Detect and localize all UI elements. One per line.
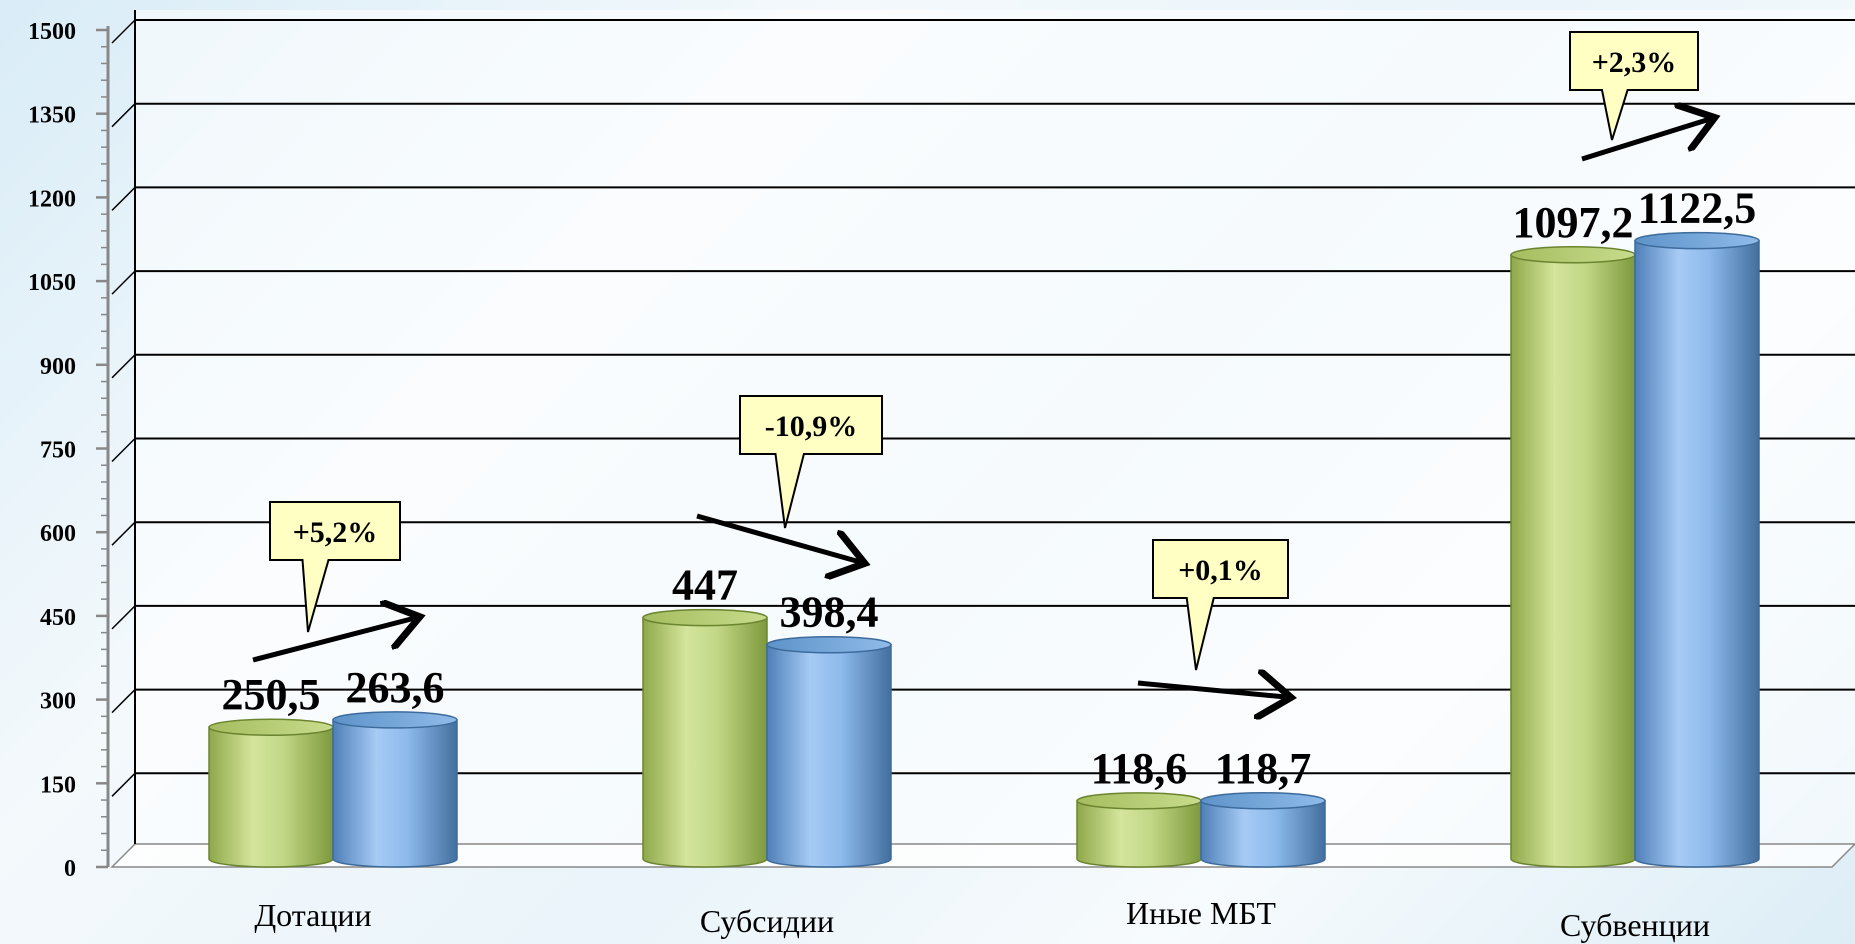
data-label: 263,6 [346, 663, 445, 712]
bar-3-1 [1634, 231, 1760, 868]
data-label: 447 [672, 561, 738, 610]
y-tick-labels: 0 150 300 450 600 750 900 1050 1200 1350 1500 [28, 19, 76, 882]
trend-arrow [696, 513, 860, 562]
bar-body [642, 616, 768, 868]
y-tick-label: 1050 [28, 270, 76, 296]
change-label: -10,9% [765, 410, 858, 443]
gridline-depth [111, 270, 136, 295]
bar-body [208, 726, 334, 868]
data-label: 1122,5 [1638, 184, 1757, 233]
trend-arrows [252, 119, 1710, 697]
gridline-depth [111, 521, 136, 546]
y-tick-label: 1350 [28, 103, 76, 129]
bar-top [1634, 231, 1760, 250]
callout-box [269, 501, 401, 633]
y-tick-label: 900 [40, 354, 76, 380]
bar-3-0 [1510, 246, 1636, 868]
bar-top [1200, 792, 1326, 810]
y-tick-label: 1500 [28, 19, 76, 45]
callout-box [1152, 539, 1289, 671]
bar-top [1510, 246, 1636, 264]
category-labels: Дотации Субсидии Иные МБТ Субвенции [254, 895, 1710, 943]
gridline-depth [111, 19, 136, 44]
bar-top [332, 711, 458, 729]
bar-1-1 [766, 635, 892, 868]
category-label: Иные МБТ [1126, 895, 1276, 931]
data-label: 1097,2 [1513, 198, 1634, 247]
bar-body [1076, 800, 1202, 868]
trend-arrow [1581, 119, 1710, 162]
trend-arrow [252, 618, 415, 663]
bar-0-1 [332, 711, 458, 868]
change-callout: -10,9% [739, 395, 883, 529]
bar-top [1076, 792, 1202, 810]
bar-body [1200, 800, 1326, 868]
bar-1-0 [642, 608, 768, 868]
category-label: Субвенции [1560, 907, 1710, 943]
category-label: Субсидии [700, 903, 834, 939]
y-tick-label: 750 [40, 438, 76, 464]
y-tick-label: 600 [40, 521, 76, 547]
y-tick-label: 1200 [28, 186, 76, 212]
data-label: 398,4 [780, 588, 879, 637]
bar-top [766, 635, 892, 654]
gridline-depth [111, 689, 136, 714]
gridline-depth [111, 354, 136, 379]
data-label: 118,7 [1215, 744, 1312, 793]
data-label: 118,6 [1091, 744, 1188, 793]
y-tick-label: 300 [40, 689, 76, 715]
bar-body [766, 643, 892, 868]
y-tick-label: 150 [40, 772, 76, 798]
change-callout: +5,2% [269, 501, 401, 633]
gridline-depth [111, 605, 136, 630]
change-callout: +0,1% [1152, 539, 1289, 671]
change-label: +2,3% [1592, 46, 1677, 79]
change-label: +0,1% [1178, 554, 1263, 587]
data-labels: 250,5 263,6 447 398,4 118,6 118,7 1097,2 1122,5 [222, 184, 1757, 793]
bar-body [332, 719, 458, 868]
y-axis [96, 26, 110, 869]
change-label: +5,2% [293, 516, 378, 549]
bar-2-0 [1076, 792, 1202, 868]
bar-top [642, 608, 768, 627]
bar-2-1 [1200, 792, 1326, 868]
gridline-depth [111, 103, 136, 128]
bar-top [208, 718, 334, 736]
y-tick-label: 0 [64, 856, 76, 882]
gridline-depth [111, 437, 136, 463]
trend-arrow [1137, 683, 1286, 697]
category-label: Дотации [254, 897, 371, 933]
gridline-depth [111, 186, 136, 211]
data-label: 250,5 [222, 670, 321, 719]
callout-box [1569, 31, 1699, 141]
bars [208, 231, 1760, 868]
gridline-depth [111, 772, 136, 797]
bar-body [1510, 254, 1636, 868]
y-tick-label: 450 [40, 605, 76, 631]
change-callouts: +5,2% -10,9% +0,1% +2,3% [269, 31, 1699, 671]
bar-0-0 [208, 718, 334, 868]
bar-body [1634, 239, 1760, 868]
callout-box [739, 395, 883, 529]
change-callout: +2,3% [1569, 31, 1699, 141]
